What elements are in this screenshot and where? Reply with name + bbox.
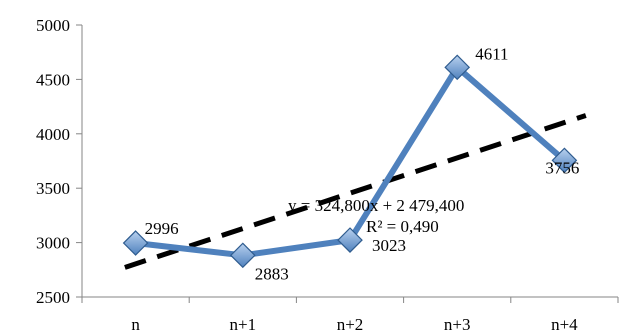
data-point-marker bbox=[551, 147, 578, 174]
data-label: 3756 bbox=[545, 158, 579, 177]
y-tick-label: 5000 bbox=[36, 16, 70, 35]
x-axis-tick-labels: n n+1 n+2 n+3 n+4 bbox=[131, 315, 578, 332]
trendline-equation: y = 324,800x + 2 479,400 bbox=[288, 196, 464, 215]
chart-axes bbox=[76, 24, 619, 303]
data-label: 4611 bbox=[475, 44, 508, 63]
data-point-marker bbox=[229, 242, 256, 269]
x-tick-label: n+4 bbox=[551, 315, 578, 332]
series-line bbox=[132, 64, 568, 259]
y-tick-label: 4000 bbox=[36, 125, 70, 144]
data-label: 3023 bbox=[372, 236, 406, 255]
x-tick-label: n bbox=[131, 315, 140, 332]
x-tick-label: n+2 bbox=[337, 315, 364, 332]
y-tick-label: 2500 bbox=[36, 288, 70, 307]
data-point-marker bbox=[444, 54, 471, 81]
y-tick-label: 3500 bbox=[36, 179, 70, 198]
data-point-marker bbox=[337, 227, 363, 253]
data-point-marker bbox=[122, 230, 149, 256]
trendline bbox=[124, 113, 587, 270]
trendline-r-squared: R² = 0,490 bbox=[366, 217, 439, 236]
data-label: 2996 bbox=[145, 219, 179, 238]
series-group bbox=[122, 54, 578, 269]
data-labels-group: 2996 2883 3023 4611 3756 bbox=[145, 44, 580, 283]
data-label: 2883 bbox=[255, 264, 289, 283]
trendline-equation-group: y = 324,800x + 2 479,400 R² = 0,490 bbox=[288, 196, 464, 236]
x-tick-label: n+1 bbox=[230, 315, 257, 332]
y-axis-tick-labels: 5000 4500 4000 3500 3000 2500 bbox=[36, 16, 70, 307]
y-tick-label: 3000 bbox=[36, 234, 70, 253]
trendline-group bbox=[124, 113, 587, 270]
y-tick-label: 4500 bbox=[36, 70, 70, 89]
x-tick-label: n+3 bbox=[444, 315, 471, 332]
